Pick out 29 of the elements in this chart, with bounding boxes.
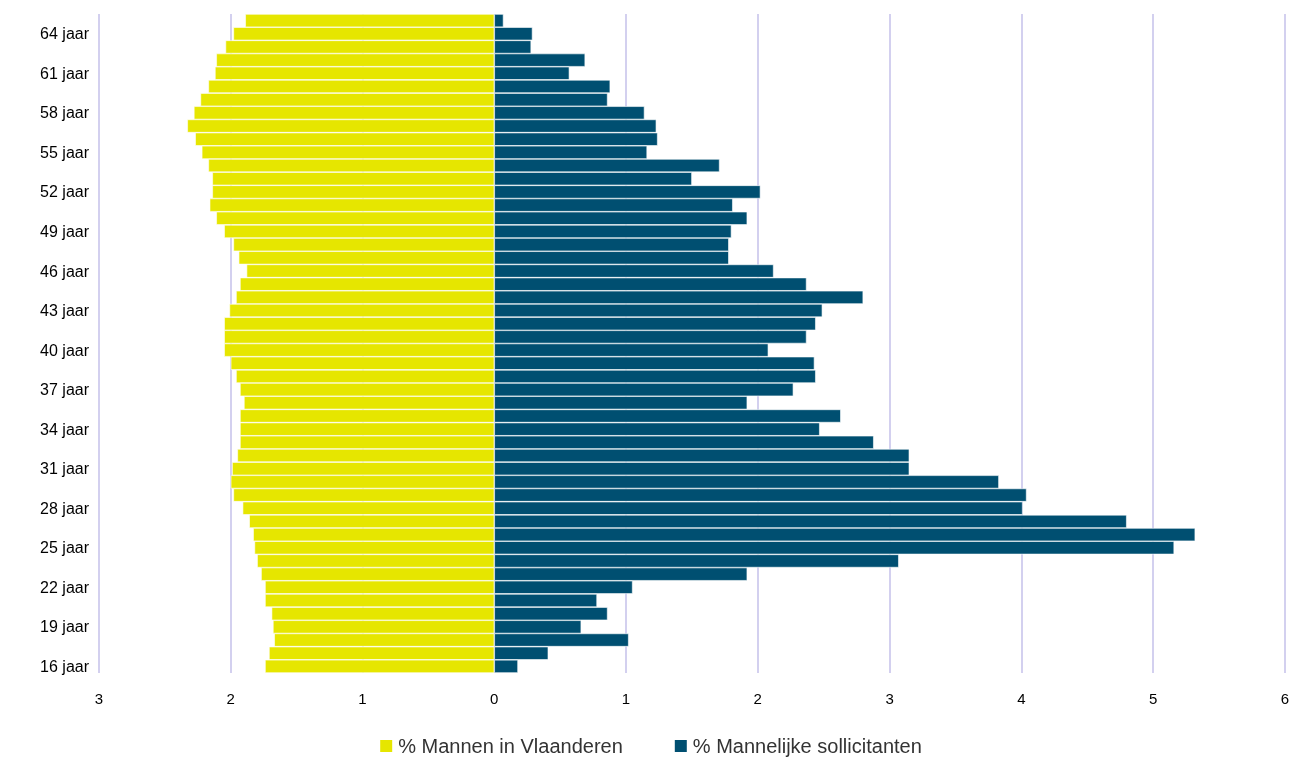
y-tick-label: 61 jaar: [40, 64, 90, 82]
x-tick-label: 2: [226, 690, 235, 707]
y-tick-label: 58 jaar: [40, 104, 90, 122]
y-tick-label: 16 jaar: [40, 657, 90, 675]
y-tick-label: 31 jaar: [40, 460, 90, 478]
y-tick-label: 52 jaar: [40, 183, 90, 201]
x-tick-label: 1: [621, 690, 631, 707]
x-tick-label: 6: [1280, 690, 1289, 707]
legend-label: % Mannelijke sollicitanten: [692, 735, 922, 757]
x-tick-label: 3: [885, 690, 894, 707]
legend-label: % Mannen in Vlaanderen: [398, 735, 623, 757]
y-tick-label: 22 jaar: [40, 578, 90, 596]
x-tick-label: 2: [753, 690, 762, 707]
y-tick-label: 28 jaar: [40, 499, 90, 517]
y-tick-label: 64 jaar: [40, 25, 90, 43]
y-tick-label: 25 jaar: [40, 539, 90, 557]
x-tick-label: 0: [490, 690, 499, 707]
y-tick-label: 19 jaar: [40, 618, 90, 636]
x-tick-label: 4: [1017, 690, 1026, 707]
y-tick-label: 55 jaar: [40, 143, 90, 161]
y-tick-label: 40 jaar: [40, 341, 90, 359]
y-tick-label: 34 jaar: [40, 420, 90, 438]
y-tick-label: 49 jaar: [40, 222, 90, 240]
y-tick-label: 46 jaar: [40, 262, 90, 280]
x-tick-label: 5: [1148, 690, 1158, 707]
y-tick-label: 37 jaar: [40, 381, 90, 399]
y-tick-label: 43 jaar: [40, 302, 90, 320]
x-tick-label: 1: [358, 690, 367, 707]
x-tick-label: 3: [94, 690, 104, 707]
